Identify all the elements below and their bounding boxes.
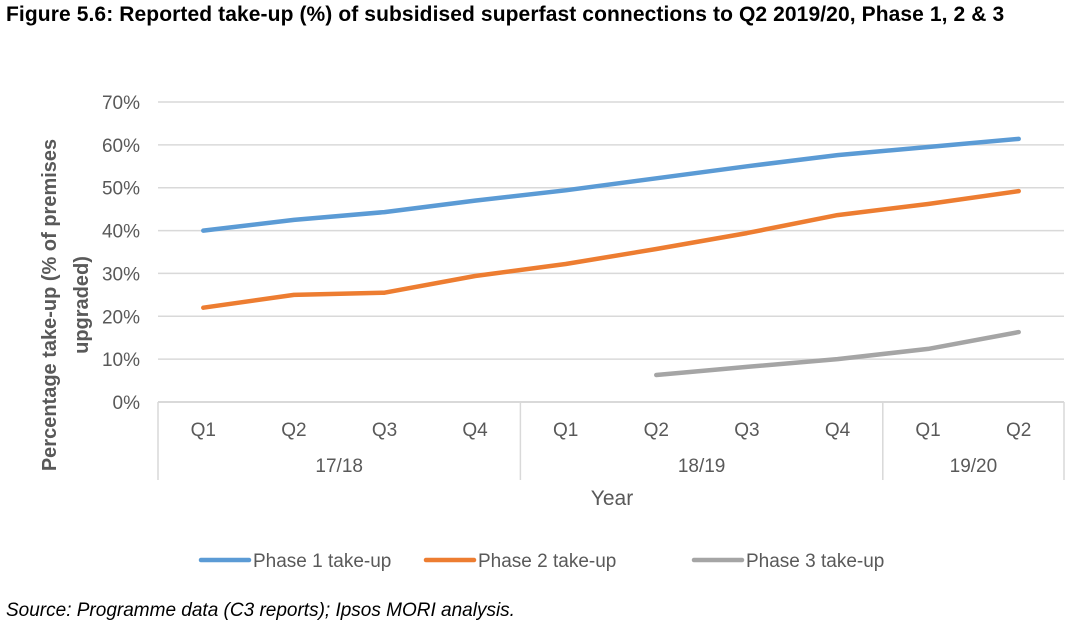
x-group-label: 19/20: [950, 456, 998, 477]
gridlines: [158, 101, 1064, 360]
source-note: Source: Programme data (C3 reports); Ips…: [6, 600, 515, 621]
x-axis-title: Year: [591, 487, 633, 510]
x-group-label: 17/18: [315, 456, 363, 477]
series-line-phase-2-take-up: [201, 188, 1021, 310]
series-line-phase-3-take-up: [654, 329, 1021, 378]
x-tick-label: Q2: [281, 420, 306, 441]
y-tick-label: 30%: [102, 264, 140, 285]
x-tick-label: Q1: [191, 420, 216, 441]
y-tick-label: 20%: [102, 307, 140, 328]
y-axis-ticks: 0% 10% 20% 30% 40% 50% 60% 70%: [102, 93, 140, 414]
series-line-phase-1-take-up: [201, 136, 1021, 233]
y-axis-title-line2: upgraded): [71, 256, 93, 354]
figure-title: Figure 5.6: Reported take-up (%) of subs…: [6, 3, 1005, 26]
x-tick-label: Q3: [734, 420, 759, 441]
y-axis-title-line1: Percentage take-up (% of premises: [39, 139, 61, 471]
y-tick-label: 60%: [102, 136, 140, 157]
x-tick-label: Q4: [462, 420, 488, 441]
y-tick-label: 10%: [102, 350, 140, 371]
x-tick-label: Q3: [372, 420, 397, 441]
y-tick-label: 0%: [113, 393, 141, 414]
y-tick-label: 50%: [102, 179, 140, 200]
legend-label: Phase 2 take-up: [478, 551, 616, 572]
x-tick-label: Q1: [553, 420, 578, 441]
legend: Phase 1 take-up Phase 2 take-up Phase 3 ta…: [198, 551, 884, 572]
x-tick-label: Q2: [1006, 420, 1031, 441]
y-tick-label: 70%: [102, 93, 140, 114]
x-group-label: 18/19: [678, 456, 726, 477]
legend-label: Phase 3 take-up: [746, 551, 884, 572]
x-axis: Q1 Q2 Q3 Q4 Q1 Q2 Q3 Q4 Q1 Q2 17/18 18/19 19/20: [157, 401, 1065, 480]
y-tick-label: 40%: [102, 222, 140, 243]
series-lines: [201, 136, 1021, 378]
x-tick-label: Q4: [825, 420, 851, 441]
legend-label: Phase 1 take-up: [253, 551, 391, 572]
x-tick-label: Q2: [644, 420, 669, 441]
x-tick-label: Q1: [915, 420, 940, 441]
